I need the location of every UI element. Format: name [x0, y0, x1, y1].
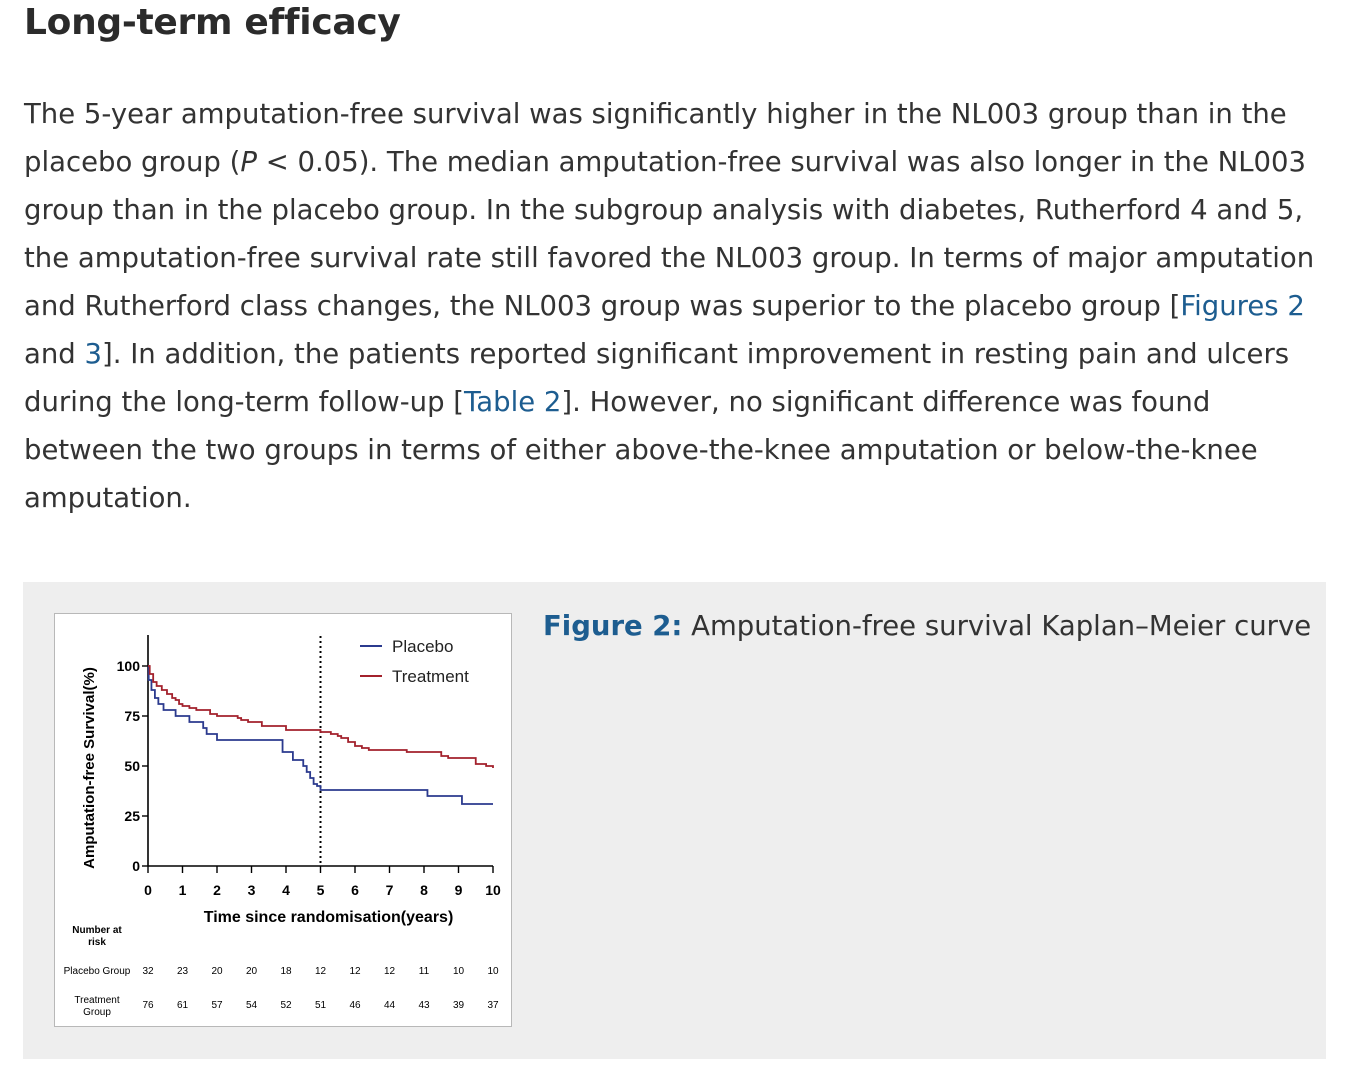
- risk-table-cell: 44: [384, 1000, 396, 1011]
- figures-2-link[interactable]: Figures 2: [1180, 290, 1305, 322]
- x-tick-label: 0: [144, 882, 152, 898]
- paragraph-text: < 0.05). The median amputation-free surv…: [24, 146, 1315, 322]
- x-axis-title: Time since randomisation(years): [204, 909, 454, 926]
- risk-table-cell: 51: [315, 1000, 327, 1011]
- paragraph-text: ]. However, no significant difference wa…: [24, 386, 1258, 514]
- risk-table-cell: 37: [487, 1000, 499, 1011]
- risk-table-cell: 57: [211, 1000, 223, 1011]
- x-tick-label: 1: [179, 882, 187, 898]
- paragraph-text: ]. In addition, the patients reported si…: [24, 338, 1290, 418]
- y-tick-label: 25: [124, 808, 140, 824]
- y-axis-title: Amputation-free Survival(%): [81, 667, 98, 869]
- body-paragraph: The 5-year amputation-free survival was …: [24, 90, 1324, 522]
- x-tick-label: 9: [455, 882, 463, 898]
- risk-row-label: Group: [83, 1007, 111, 1018]
- y-tick-label: 0: [132, 858, 140, 874]
- x-tick-label: 6: [351, 882, 359, 898]
- risk-table-cell: 23: [177, 966, 189, 977]
- risk-table-cell: 12: [315, 966, 327, 977]
- x-tick-label: 3: [248, 882, 256, 898]
- x-tick-label: 2: [213, 882, 221, 898]
- risk-table-cell: 52: [280, 1000, 292, 1011]
- risk-table-cell: 39: [453, 1000, 465, 1011]
- risk-table-cell: 76: [142, 1000, 154, 1011]
- risk-table-cell: 10: [453, 966, 465, 977]
- x-tick-label: 4: [282, 882, 290, 898]
- risk-table-cell: 12: [384, 966, 396, 977]
- series-line-treatment: [148, 665, 494, 768]
- series-line-placebo: [147, 665, 493, 805]
- legend-label: Placebo: [392, 637, 453, 656]
- caption-text: Amputation-free survival Kaplan–Meier cu…: [682, 610, 1312, 642]
- figure-3-link[interactable]: 3: [84, 338, 102, 370]
- risk-table-cell: 12: [349, 966, 361, 977]
- risk-table-cell: 11: [419, 966, 430, 977]
- x-tick-label: 7: [386, 882, 394, 898]
- y-tick-label: 50: [124, 758, 140, 774]
- risk-table-title: risk: [88, 937, 106, 948]
- risk-row-label: Treatment: [74, 995, 119, 1006]
- risk-table-cell: 46: [349, 1000, 361, 1011]
- x-tick-label: 10: [485, 882, 501, 898]
- risk-table-cell: 10: [487, 966, 499, 977]
- p-value-symbol: P: [240, 146, 257, 178]
- risk-table-cell: 43: [418, 1000, 430, 1011]
- risk-table-cell: 54: [246, 1000, 258, 1011]
- risk-row-label: Placebo Group: [64, 966, 131, 977]
- section-heading: Long-term efficacy: [24, 2, 401, 43]
- risk-table-cell: 20: [211, 966, 223, 977]
- figure-caption: Figure 2: Amputation-free survival Kapla…: [543, 610, 1311, 642]
- risk-table-cell: 61: [177, 1000, 189, 1011]
- y-tick-label: 100: [117, 658, 141, 674]
- x-tick-label: 5: [317, 882, 325, 898]
- table-2-link[interactable]: Table 2: [464, 386, 562, 418]
- risk-table-title: Number at: [72, 925, 122, 936]
- paragraph-text: The 5-year amputation-free survival was …: [24, 98, 1287, 178]
- risk-table-cell: 20: [246, 966, 258, 977]
- caption-label: Figure 2:: [543, 610, 683, 642]
- figure-image[interactable]: 0 25 50 75 100 0 1 2 3 4 5 6 7 8 9 10 Time since randomi…: [54, 613, 512, 1027]
- legend-label: Treatment: [392, 667, 469, 686]
- y-tick-label: 75: [124, 708, 140, 724]
- risk-table-cell: 18: [280, 966, 292, 977]
- risk-table-cell: 32: [142, 966, 154, 977]
- x-tick-label: 8: [420, 882, 428, 898]
- paragraph-text: and: [24, 338, 85, 370]
- figure-container: 0 25 50 75 100 0 1 2 3 4 5 6 7 8 9 10 Time since randomi…: [23, 582, 1326, 1059]
